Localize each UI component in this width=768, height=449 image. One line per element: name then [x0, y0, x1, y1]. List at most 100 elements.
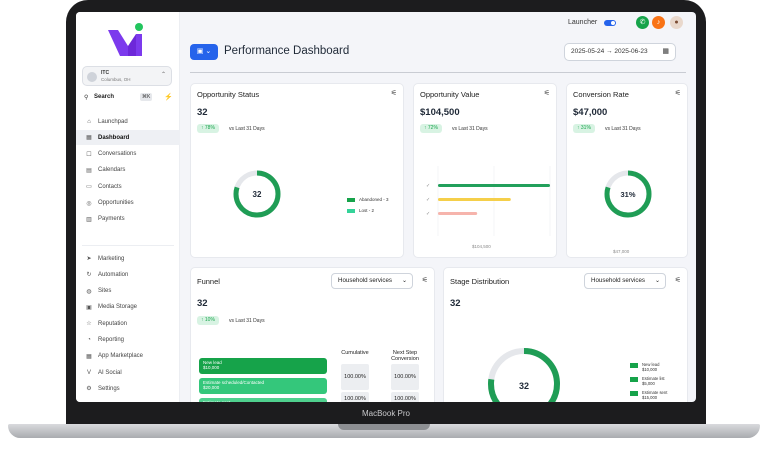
calendar-icon: ▤ [86, 167, 92, 174]
filter-settings-icon[interactable]: ⚟ [543, 90, 550, 97]
legend-label: New lead [642, 362, 660, 367]
sidebar-item-ai-social[interactable]: V AI Social [76, 365, 180, 380]
sidebar-item-contacts[interactable]: ▭ Contacts [76, 179, 180, 194]
dashboard-switcher-button[interactable]: ▣ ⌄ [190, 44, 218, 60]
date-range-picker[interactable]: 2025-05-24 → 2025-06-23 ▦ [564, 43, 676, 61]
conversion-donut: 31% [604, 170, 652, 218]
legend-label-lost: Lost - 2 [359, 208, 375, 213]
card-value: $47,000 [573, 107, 608, 118]
pipeline-dropdown[interactable]: Household services ⌄ [584, 273, 666, 289]
card-value: 32 [450, 298, 461, 309]
funnel-stage-bar[interactable]: Estimate sent$15,000 [199, 398, 327, 402]
sidebar-item-payments[interactable]: ▥ Payments [76, 212, 180, 227]
legend-swatch-lost [347, 209, 355, 213]
donut-value: 31% [620, 190, 635, 199]
account-name: ITC [101, 70, 110, 76]
compare-label: vs Last 31 Days [229, 126, 265, 132]
next-step-cell: 100.00% [391, 364, 419, 390]
marketplace-icon: ▦ [86, 353, 92, 360]
sidebar-item-label: Contacts [98, 183, 122, 190]
sidebar-item-marketing[interactable]: ➤ Marketing [76, 251, 180, 266]
legend-label: Estimate list [642, 376, 665, 381]
stage-legend-item: Estimate sent $15,000 [630, 390, 667, 400]
sidebar-item-label: Reporting [98, 337, 125, 343]
change-badge: ↑ 72% [420, 124, 442, 133]
automation-icon: ↻ [86, 272, 92, 279]
filter-settings-icon[interactable]: ⚟ [390, 90, 397, 97]
sidebar-item-sites[interactable]: ◍ Sites [76, 284, 180, 299]
bolt-icon[interactable]: ⚡ [164, 94, 173, 101]
stage-donut: 32 [488, 348, 560, 402]
account-switcher[interactable]: ITC Columbus, OH ⌃ [82, 66, 172, 86]
account-location: Columbus, OH [101, 77, 131, 82]
chart-icon: ◔ [87, 337, 91, 343]
sidebar-item-label: Media Storage [98, 304, 138, 311]
contacts-icon: ▭ [86, 184, 92, 191]
card-title: Opportunity Value [420, 90, 480, 99]
sidebar: ITC Columbus, OH ⌃ ⚲ Search ⌘K ⚡ ⌂ Launch… [76, 12, 180, 402]
phone-icon[interactable]: ✆ [636, 16, 649, 29]
sidebar-item-launchpad[interactable]: ⌂ Launchpad [76, 114, 180, 129]
laptop-base [8, 424, 760, 438]
next-step-cell: 100.00% [391, 392, 419, 402]
search-icon: ⚲ [84, 95, 89, 101]
ai-icon: V [86, 369, 91, 376]
filter-settings-icon[interactable]: ⚟ [421, 277, 428, 284]
change-badge: ↑ 78% [197, 124, 219, 133]
legend-text: Estimate list $5,000 [642, 376, 665, 386]
funnel-stage-bar[interactable]: New lead $10,000 [199, 358, 327, 374]
donut-value: 32 [519, 381, 529, 391]
screen: ITC Columbus, OH ⌃ ⚲ Search ⌘K ⚡ ⌂ Launch… [76, 12, 696, 402]
sidebar-item-reporting[interactable]: ◔ Reporting [76, 333, 180, 348]
legend-value: $15,000 [642, 395, 658, 400]
sidebar-item-app-marketplace[interactable]: ▦ App Marketplace [76, 349, 180, 364]
chevron-down-icon: ⌄ [654, 278, 660, 284]
sidebar-item-automation[interactable]: ↻ Automation [76, 267, 180, 282]
status-icon: ✓ [426, 183, 430, 189]
pipeline-dropdown[interactable]: Household services ⌄ [331, 273, 413, 289]
value-bar [438, 184, 550, 187]
status-icon: ✓ [426, 197, 430, 203]
filter-settings-icon[interactable]: ⚟ [674, 90, 681, 97]
sidebar-item-conversations[interactable]: ☐ Conversations [76, 147, 180, 162]
compare-label: vs Last 31 Days [605, 126, 641, 132]
card-title: Stage Distribution [450, 277, 510, 286]
compare-label: vs Last 31 Days [452, 126, 488, 132]
funnel-card: Funnel Household services ⌄ ⚟ 32 ↑ 10% v… [190, 267, 435, 402]
legend-label: Estimate sent [642, 390, 668, 395]
funnel-stage-label: New lead [203, 360, 222, 365]
sidebar-item-label: Conversations [98, 151, 137, 158]
funnel-stage-bar[interactable]: Estimate scheduled/Contacted $20,000 [199, 378, 327, 394]
change-badge: ↑ 31% [573, 124, 595, 133]
launcher-label: Launcher [568, 19, 598, 26]
filter-settings-icon[interactable]: ⚟ [674, 277, 681, 284]
user-avatar[interactable]: ● [670, 16, 683, 29]
change-badge: ↑ 10% [197, 316, 219, 325]
legend-swatch [630, 377, 638, 382]
media-icon: ▣ [86, 304, 92, 311]
top-bar: Launcher ✆ ♪ ● [180, 12, 696, 34]
sidebar-item-calendars[interactable]: ▤ Calendars [76, 163, 180, 178]
launcher-toggle[interactable] [604, 20, 616, 26]
sidebar-item-label: Launchpad [98, 118, 128, 125]
sidebar-item-label: Marketing [98, 255, 125, 262]
opportunity-status-card: Opportunity Status ⚟ 32 ↑ 78% vs Last 31… [190, 83, 404, 258]
sidebar-item-settings[interactable]: ⚙ Settings [76, 381, 180, 396]
legend-label-abandoned: Abandoned - 3 [359, 197, 389, 202]
sidebar-item-dashboard[interactable]: ▦ Dashboard [76, 130, 180, 146]
dropdown-value: Household services [591, 277, 645, 284]
sidebar-item-reputation[interactable]: ☆ Reputation [76, 316, 180, 331]
compare-label: vs Last 31 Days [229, 318, 265, 324]
date-range-text: 2025-05-24 → 2025-06-23 [571, 48, 648, 55]
legend-swatch [630, 391, 638, 396]
sidebar-item-label: Reputation [98, 320, 128, 327]
globe-icon: ◍ [86, 288, 92, 295]
won-value: $47,000 [613, 249, 630, 254]
sidebar-item-media-storage[interactable]: ▣ Media Storage [76, 300, 180, 315]
account-avatar [87, 72, 97, 82]
sidebar-item-opportunities[interactable]: ◎ Opportunities [76, 196, 180, 211]
legend-text: Estimate sent $15,000 [642, 390, 667, 400]
legend-text: New lead $10,000 [642, 362, 659, 372]
bell-icon[interactable]: ♪ [652, 16, 665, 29]
search-button[interactable]: ⚲ Search ⌘K [82, 92, 160, 104]
